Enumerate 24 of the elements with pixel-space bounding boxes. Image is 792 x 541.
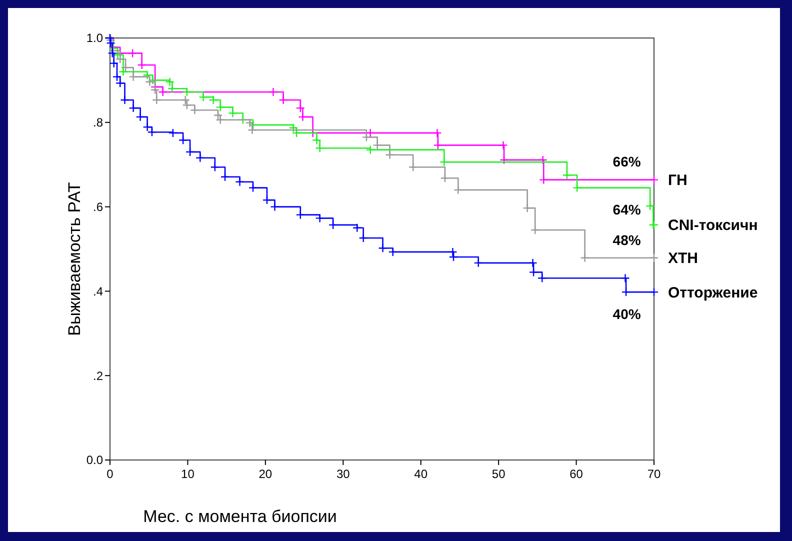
- y-tick-label: 1.0: [86, 31, 104, 46]
- annotation: 66%: [612, 154, 642, 170]
- annotation: 48%: [612, 232, 642, 248]
- x-tick-label: 10: [181, 467, 195, 481]
- x-tick-label: 70: [647, 467, 661, 481]
- y-tick-label: .8: [92, 116, 104, 130]
- x-tick-label: 0: [106, 467, 114, 481]
- y-tick-label: .4: [92, 284, 104, 298]
- y-tick-label: .2: [92, 368, 104, 383]
- y-axis-title: Выживаемость РАТ: [65, 182, 84, 336]
- x-tick-label: 20: [258, 467, 272, 481]
- series-label: ХТН: [668, 250, 698, 268]
- x-tick-label: 50: [492, 467, 506, 481]
- x-tick-label: 60: [570, 467, 584, 481]
- annotation: 64%: [612, 202, 642, 218]
- y-tick-label: .6: [92, 200, 104, 214]
- x-tick-label: 30: [336, 467, 350, 481]
- series-label: Отторжение: [668, 284, 758, 302]
- x-axis-title: Мес. с момента биопсии: [143, 507, 337, 526]
- annotation: 40%: [612, 306, 642, 322]
- x-tick-label: 40: [414, 467, 428, 481]
- series-label: ГН: [668, 172, 688, 190]
- series-label: CNI-токсичн: [668, 217, 758, 234]
- y-tick-label: 0.0: [86, 453, 104, 468]
